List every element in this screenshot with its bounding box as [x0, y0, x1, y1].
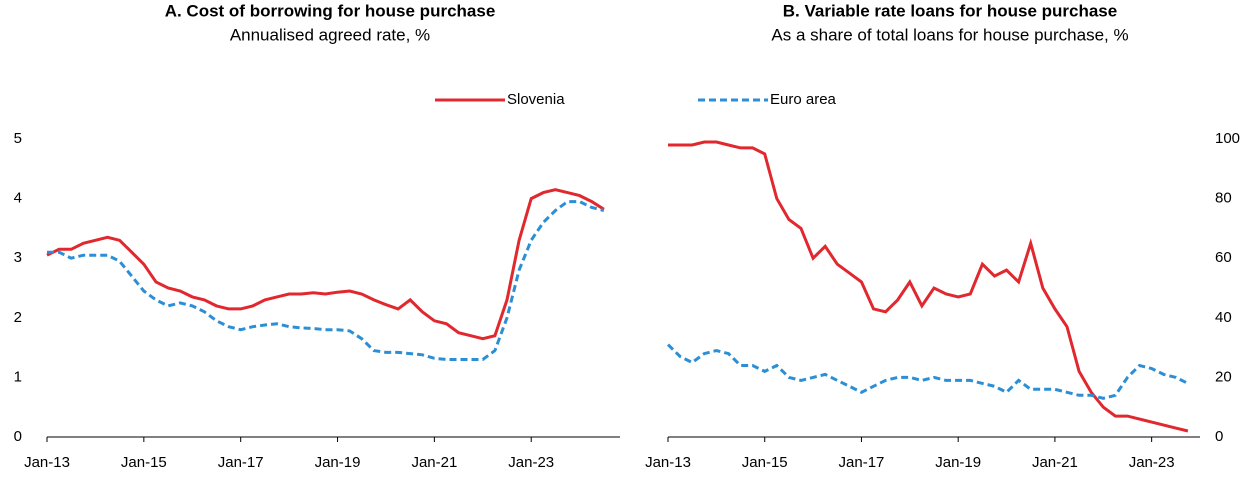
x-tick-label: Jan-17: [839, 454, 885, 471]
y-tick-label: 5: [14, 130, 22, 147]
y-tick-label: 0: [1215, 428, 1223, 445]
y-tick-label: 2: [14, 309, 22, 326]
y-tick-label: 1: [14, 368, 22, 385]
y-tick-label: 80: [1215, 190, 1232, 207]
y-tick-label: 100: [1215, 130, 1240, 147]
chart-subtitle: Annualised agreed rate, %: [230, 25, 430, 44]
chart-subtitle: As a share of total loans for house purc…: [771, 25, 1128, 44]
x-tick-label: Jan-23: [508, 454, 554, 471]
series-line: [666, 343, 1189, 400]
x-tick-label: Jan-13: [24, 454, 70, 471]
x-tick-label: Jan-17: [218, 454, 264, 471]
x-tick-label: Jan-23: [1129, 454, 1175, 471]
y-tick-label: 60: [1215, 249, 1232, 266]
x-tick-label: Jan-13: [645, 454, 691, 471]
y-tick-label: 3: [14, 249, 22, 266]
chart-title: A. Cost of borrowing for house purchase: [165, 1, 496, 20]
chart-title: B. Variable rate loans for house purchas…: [783, 1, 1117, 20]
x-tick-label: Jan-15: [121, 454, 167, 471]
legend-label: Slovenia: [507, 91, 565, 108]
y-tick-label: 0: [14, 428, 22, 445]
legend-label: Euro area: [770, 91, 837, 108]
y-tick-label: 4: [14, 190, 22, 207]
x-tick-label: Jan-19: [935, 454, 981, 471]
series-line: [668, 140, 1189, 433]
x-tick-label: Jan-21: [1032, 454, 1078, 471]
x-tick-label: Jan-21: [411, 454, 457, 471]
series-line: [47, 200, 605, 361]
series-line: [46, 188, 605, 341]
x-tick-label: Jan-19: [315, 454, 361, 471]
x-tick-label: Jan-15: [742, 454, 788, 471]
y-tick-label: 20: [1215, 368, 1232, 385]
y-tick-label: 40: [1215, 309, 1232, 326]
